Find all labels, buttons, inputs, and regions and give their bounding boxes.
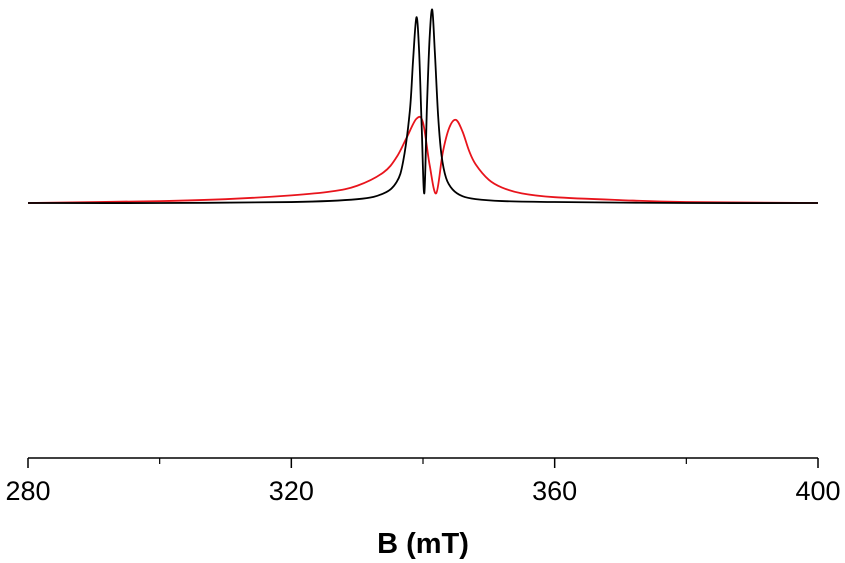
series-line-2 bbox=[27, 115, 819, 204]
x-axis-title: B (mT) bbox=[377, 528, 469, 560]
x-tick-label: 320 bbox=[269, 476, 314, 506]
x-tick-label: 360 bbox=[532, 476, 577, 506]
x-tick-label: 400 bbox=[795, 476, 840, 506]
x-axis-ticks: 280 320 360 400 bbox=[5, 458, 841, 506]
series-line-1 bbox=[27, 8, 819, 204]
x-tick-label: 280 bbox=[5, 476, 50, 506]
series-layer bbox=[27, 8, 819, 204]
